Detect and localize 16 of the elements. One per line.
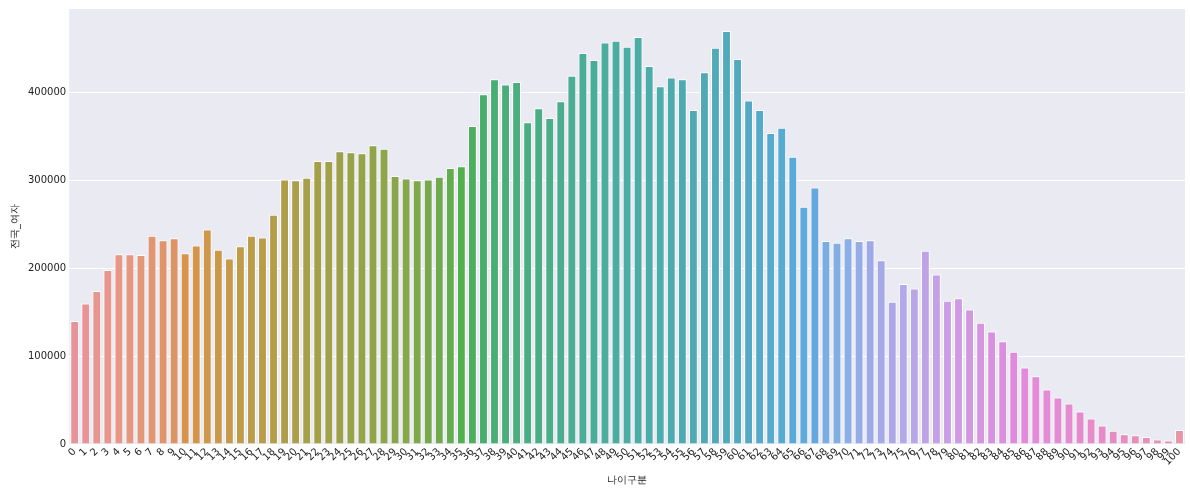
x-axis-title: 나이구분 <box>607 473 648 485</box>
y-tick-label: 100000 <box>27 349 67 361</box>
x-tick-label: 7 <box>142 445 156 459</box>
x-tick-label: 5 <box>120 445 134 459</box>
x-tick-label: 8 <box>154 445 167 459</box>
y-tick-label: 300000 <box>27 173 67 185</box>
y-tick-label: 200000 <box>27 261 67 273</box>
x-tick-label: 6 <box>131 445 145 459</box>
x-tick-label: 2 <box>87 445 101 459</box>
x-tick-label: 3 <box>98 445 112 459</box>
x-tick-label: 4 <box>109 445 123 459</box>
x-tick-label: 0 <box>65 445 78 459</box>
x-tick-label: 1 <box>76 445 89 459</box>
y-tick-label: 0 <box>59 437 67 449</box>
y-axis-title: 전국_여자 <box>8 204 21 250</box>
y-tick-label: 400000 <box>27 86 67 98</box>
